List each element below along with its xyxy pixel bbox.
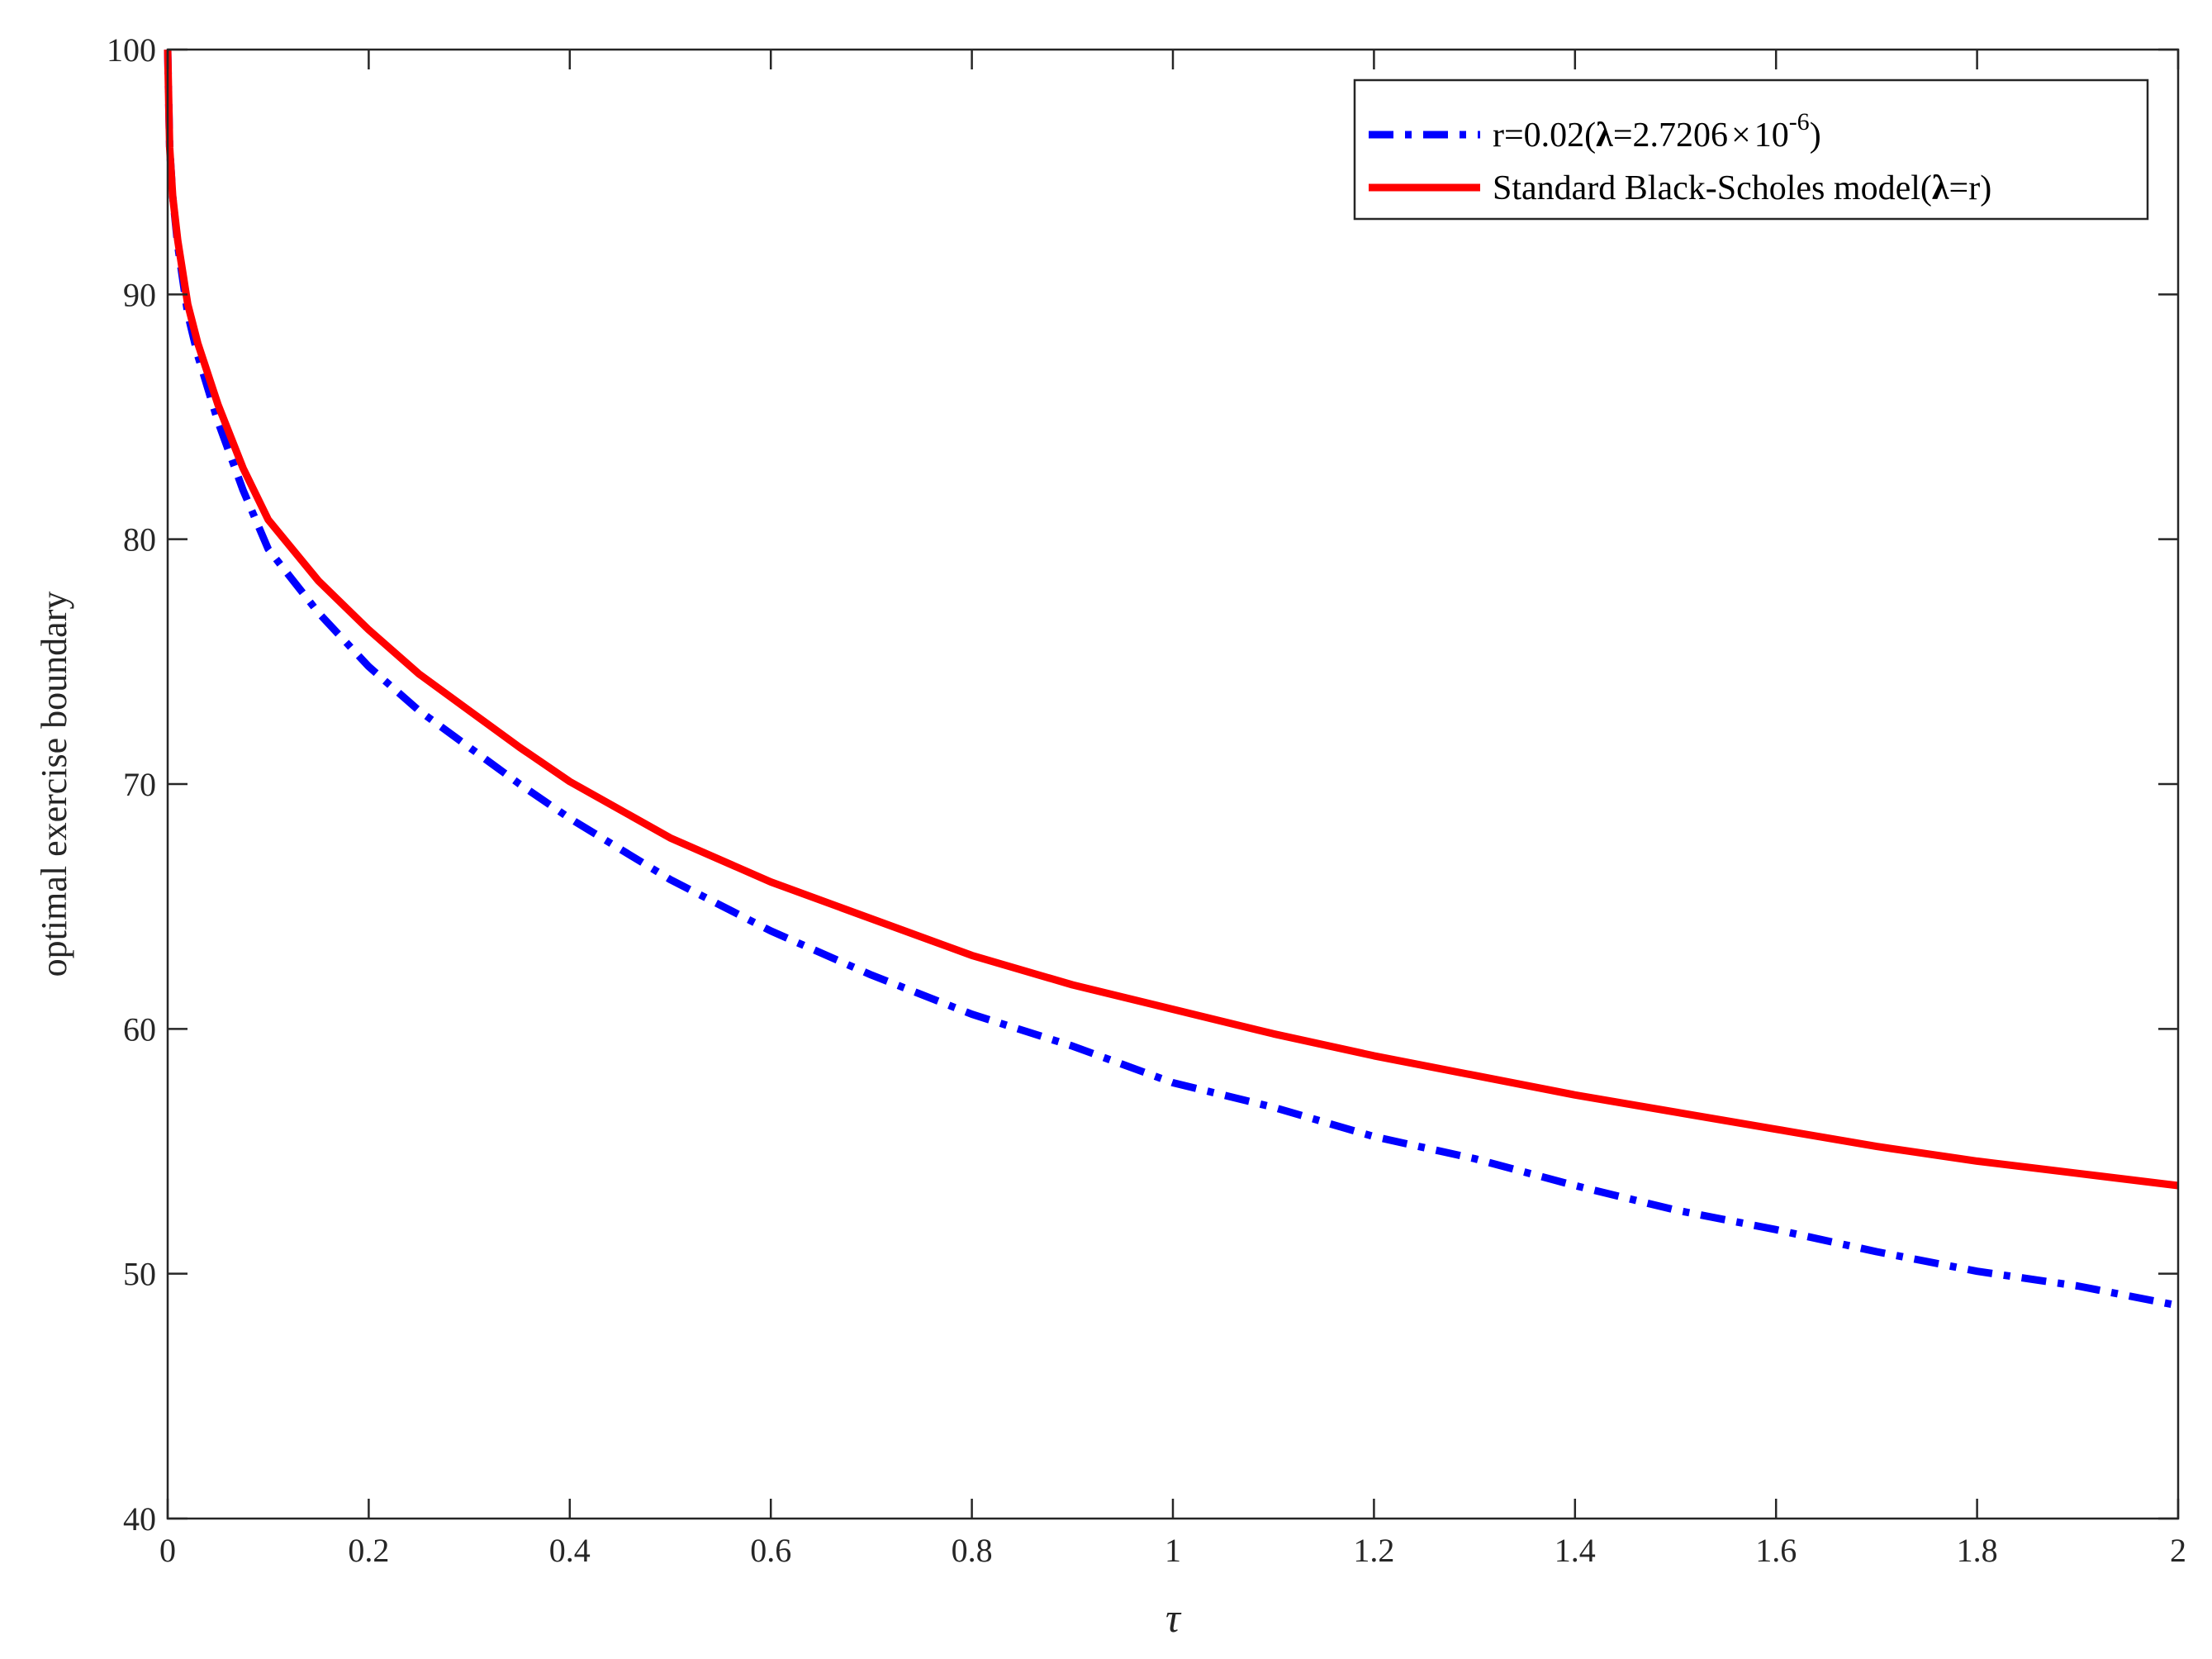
legend-entry-2-prefix: Standard Black-Scholes model(	[1493, 169, 1932, 207]
legend: r=0.02(λ=2.7206×10-6) Standard Black-Sch…	[1353, 78, 2149, 221]
x-tick-label: 1.8	[1957, 1532, 1998, 1569]
x-axis-ticks: 0 0.2 0.4 0.6 0.8 1 1.2 1.4 1.6 1.8 2	[159, 50, 2186, 1569]
series-layer	[164, 49, 2179, 1310]
legend-entry-1-prefix: r=0.02(	[1493, 116, 1596, 154]
legend-entry-2-suffix: =r)	[1949, 169, 1992, 207]
x-tick-label: 1.4	[1555, 1532, 1596, 1569]
y-axis-label: optimal exercise boundary	[34, 592, 74, 977]
y-tick-label: 70	[123, 766, 156, 803]
legend-entry-1-lambda: λ	[1596, 116, 1613, 154]
x-tick-label: 1.2	[1353, 1532, 1394, 1569]
legend-entry-series-2: Standard Black-Scholes model(λ=r)	[1493, 169, 1991, 207]
x-tick-label: 2	[2170, 1532, 2186, 1569]
x-tick-label: 1.6	[1755, 1532, 1797, 1569]
x-tick-label: 0	[159, 1532, 176, 1569]
legend-entry-1-times: ×	[1731, 116, 1751, 154]
legend-entry-1-base: 10	[1754, 116, 1789, 154]
y-tick-label: 100	[107, 31, 156, 69]
x-axis-label: τ	[1165, 1595, 1182, 1641]
y-tick-label: 50	[123, 1256, 156, 1293]
legend-entry-2-lambda: λ	[1932, 169, 1949, 207]
legend-box	[1353, 78, 2149, 221]
series-line-2	[164, 49, 2179, 1190]
x-tick-label: 0.6	[750, 1532, 791, 1569]
legend-entry-1-mid: =2.7206	[1613, 116, 1728, 154]
y-tick-label: 80	[123, 521, 156, 559]
legend-entry-1-exponent: -6	[1789, 108, 1810, 135]
x-tick-label: 0.2	[348, 1532, 389, 1569]
y-tick-label: 60	[123, 1010, 156, 1048]
legend-entry-series-1: r=0.02(λ=2.7206×10-6)	[1493, 108, 1821, 154]
y-tick-label: 90	[123, 276, 156, 313]
series-line-1	[164, 49, 2179, 1310]
y-axis-ticks: 40 50 60 70 80 90 100	[107, 31, 2178, 1538]
y-tick-label: 40	[123, 1500, 156, 1538]
x-tick-label: 0.4	[549, 1532, 591, 1569]
legend-entry-1-suffix: )	[1810, 116, 1821, 154]
x-tick-label: 0.8	[952, 1532, 993, 1569]
x-tick-label: 1	[1165, 1532, 1181, 1569]
